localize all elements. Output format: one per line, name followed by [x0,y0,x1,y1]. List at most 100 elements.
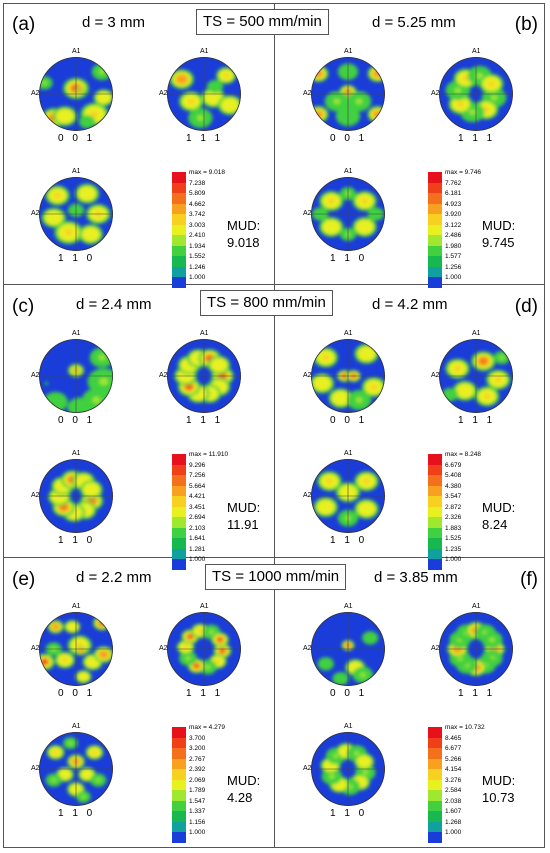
pole-figure-svg [311,612,385,686]
mud-value: 9.018 [227,235,260,250]
axis-label-a2: A2 [159,90,168,97]
color-scale-swatch [428,235,442,246]
axis-label-a1: A1 [472,48,481,55]
color-scale-tick: 1.000 [189,556,206,563]
color-scale-swatch [172,506,186,517]
axis-label-a1: A1 [344,330,353,337]
axis-label-a1: A1 [344,723,353,730]
mud-annotation: MUD: 8.24 [482,499,515,533]
distance-label: d = 2.4 mm [76,296,152,313]
pole-figure-111 [439,339,513,413]
axis-label-a1: A1 [72,450,81,457]
color-scale-tick: 8.465 [445,734,462,742]
color-scale-swatch [428,454,442,465]
color-scale-swatch [428,538,442,549]
color-scale-swatch [172,485,186,496]
color-scale-swatch [428,811,442,822]
color-scale-tick: 1.000 [445,274,462,281]
color-scale-swatch [172,266,186,277]
color-scale-tick: 3.700 [189,734,206,742]
color-scale-tick: 4.421 [189,493,206,500]
color-scale-swatch [428,821,442,832]
color-scale-tick: 3.122 [445,221,462,229]
axis-label-a1: A1 [344,48,353,55]
pole-figure-110 [311,177,385,251]
axis-label-a2: A2 [31,90,40,97]
axis-label-a2: A2 [431,372,440,379]
pole-figure-svg [439,57,513,131]
color-scale-tick: 1.525 [445,535,462,542]
panel-label: (f) [520,569,538,590]
axis-label-a1: A1 [72,168,81,175]
mud-annotation: MUD: 9.018 [227,217,260,251]
axis-label-a2: A2 [31,492,40,499]
color-scale-swatch [172,517,186,528]
mud-label: MUD: [227,218,261,233]
color-scale-tick: 4.923 [445,200,462,208]
miller-index-label: 1 1 1 [458,415,496,426]
color-scale-swatch [428,496,442,507]
color-scale-tick: 1.000 [445,556,462,563]
pole-figure-svg [439,339,513,413]
color-scale-tick: 1.883 [445,524,462,532]
panel-label: (d) [514,296,538,317]
miller-index-label: 1 1 1 [186,688,224,699]
color-scale-swatch [172,256,186,267]
pole-figure-svg [311,339,385,413]
color-scale-swatch [172,224,186,235]
color-scale-swatch [172,832,186,843]
color-scale-max: max = 9.018 [189,169,225,176]
color-scale-max: max = 8.248 [445,451,481,458]
color-scale-legend: max = 9.018 7.238 5.809 4.662 3.742 3.003 2.41… [172,169,232,292]
color-scale-tick: 2.767 [189,755,206,763]
color-scale-swatch [428,758,442,769]
color-scale-swatch [428,559,442,570]
color-scale-swatch [428,172,442,183]
pole-figure-svg [167,57,241,131]
color-scale-tick: 3.920 [445,211,462,218]
pole-figure-110 [39,732,113,806]
pole-figure-110 [311,459,385,533]
color-scale-tick: 1.235 [445,545,462,553]
color-scale-swatch [172,548,186,559]
color-scale-tick: 2.486 [445,232,462,239]
color-scale-tick: 4.154 [445,766,462,773]
axis-label-a2: A2 [31,372,40,379]
miller-index-label: 0 0 1 [330,688,368,699]
color-scale-tick: 6.181 [445,190,462,197]
color-scale-swatch [172,496,186,507]
distance-label: d = 4.2 mm [372,296,448,313]
pole-figure-001 [39,612,113,686]
color-scale-tick: 7.762 [445,179,462,187]
color-scale-swatch [172,737,186,748]
color-scale-tick: 1.000 [445,829,462,836]
pole-figure-panel-f: (f) d = 3.85 mm A1 A2 0 0 1 A1 A2 1 1 1 A1 A2 1 1 … [276,559,546,843]
traverse-speed-label: TS = 500 mm/min [196,9,329,35]
color-scale-swatch [428,727,442,738]
color-scale-swatch [172,769,186,780]
axis-label-a2: A2 [31,210,40,217]
color-scale-tick: 5.664 [189,482,206,490]
color-scale-tick: 1.547 [189,797,206,805]
color-scale-tick: 5.266 [445,755,462,763]
color-scale-swatch [172,172,186,183]
color-scale-swatch [172,245,186,256]
distance-label: d = 2.2 mm [76,569,152,586]
color-scale-swatch [428,245,442,256]
color-scale-swatch [428,800,442,811]
color-scale-max: max = 10.732 [445,724,485,731]
color-scale-tick: 2.584 [445,787,462,794]
axis-label-a2: A2 [159,372,168,379]
distance-label: d = 5.25 mm [372,14,456,31]
axis-label-a2: A2 [303,765,312,772]
panel-label: (e) [12,569,36,590]
color-scale-tick: 1.000 [189,274,206,281]
miller-index-label: 0 0 1 [58,415,96,426]
color-scale-swatch [172,538,186,549]
axis-label-a2: A2 [303,645,312,652]
pole-figure-panel-b: (b) d = 5.25 mm A1 A2 0 0 1 A1 A2 1 1 1 A1 A2 1 1 … [276,4,546,288]
color-scale-tick: 3.742 [189,211,206,218]
color-scale-tick: 2.694 [189,514,206,521]
axis-label-a1: A1 [72,48,81,55]
color-scale-swatch [428,193,442,204]
